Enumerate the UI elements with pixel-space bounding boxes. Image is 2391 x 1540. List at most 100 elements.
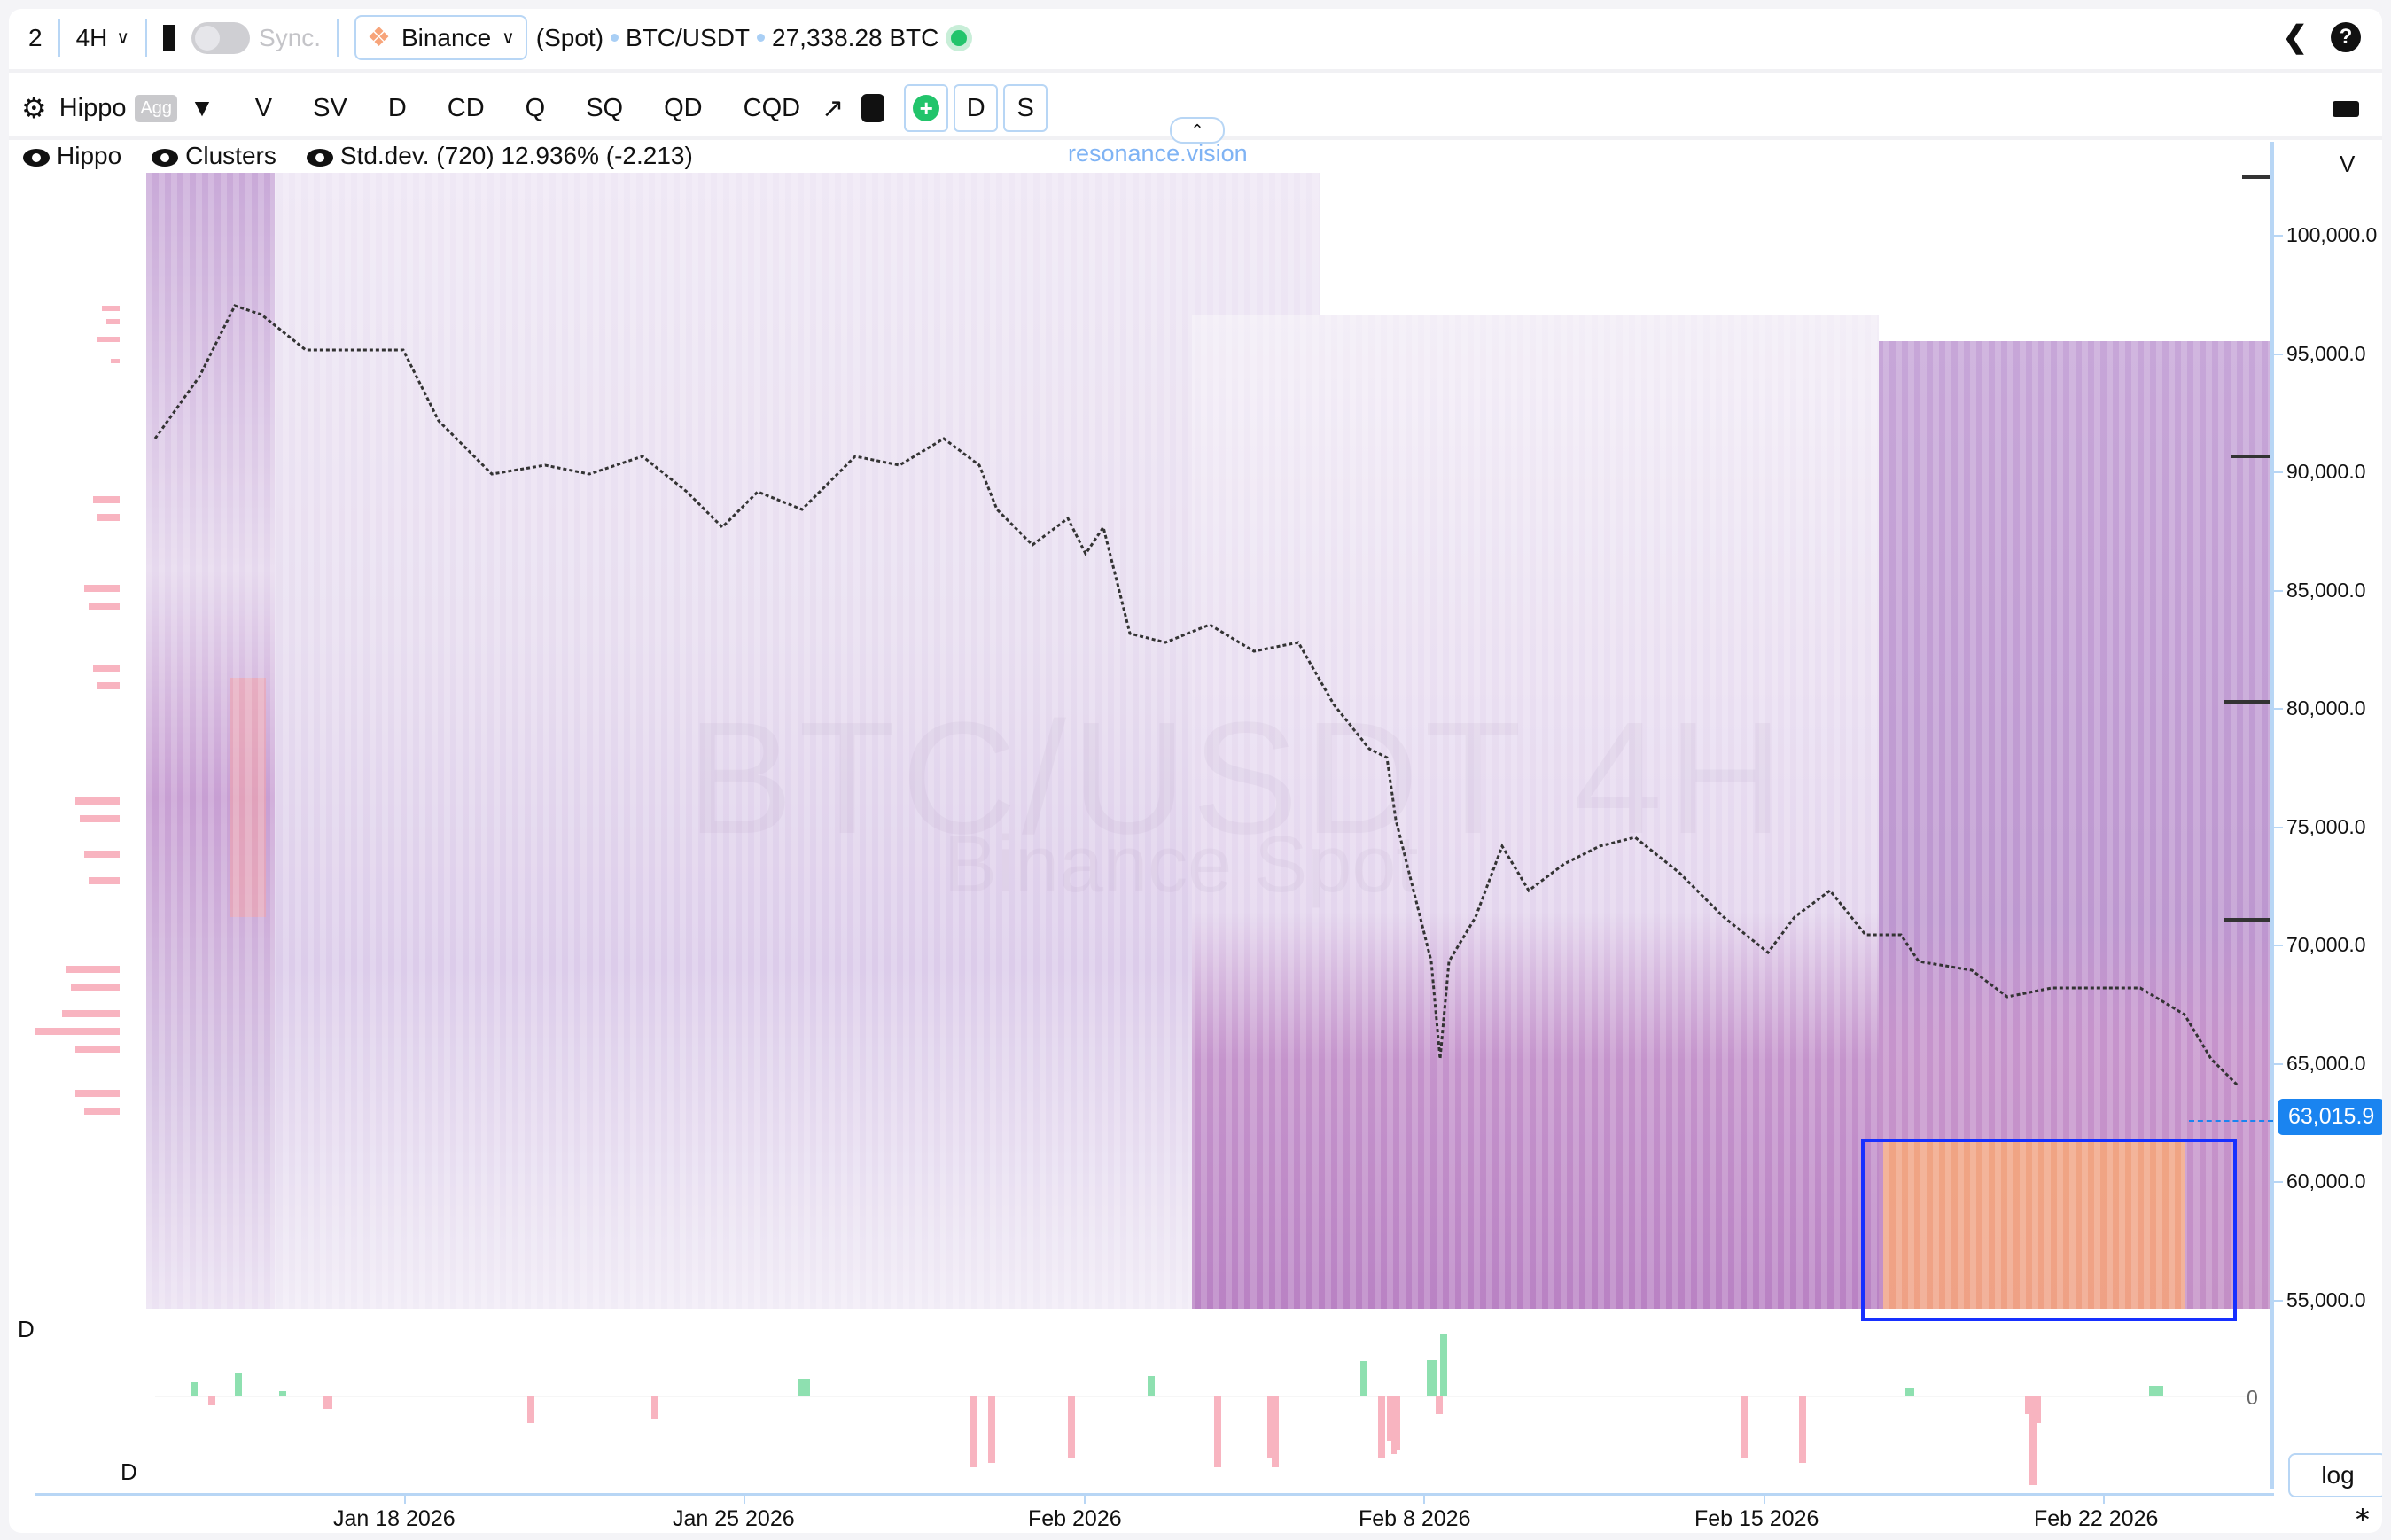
price-axis-header: V — [2340, 151, 2356, 177]
price-label: 80,000.0 — [2286, 696, 2366, 719]
tool-v[interactable]: V — [254, 93, 273, 122]
toggle-s-button[interactable]: S — [1003, 84, 1048, 132]
resize-handle-icon[interactable]: ∗ — [2353, 1503, 2372, 1527]
exchange-select[interactable]: ❖ Binance ∨ — [354, 15, 527, 60]
tool-cqd[interactable]: CQD — [743, 93, 801, 122]
indicator-name[interactable]: Hippo — [58, 93, 127, 122]
tick — [2274, 1063, 2283, 1065]
help-icon[interactable]: ? — [2331, 22, 2361, 52]
level-marker — [2224, 700, 2270, 704]
pair-name: BTC/USDT — [626, 23, 751, 51]
live-status-icon — [946, 24, 973, 51]
eye-icon[interactable] — [23, 148, 50, 167]
list-icon[interactable] — [861, 94, 885, 122]
layout-count[interactable]: 2 — [28, 23, 43, 51]
tick — [404, 1493, 406, 1504]
tool-sv[interactable]: SV — [313, 93, 347, 122]
tick — [2274, 235, 2283, 237]
tool-qd[interactable]: QD — [664, 93, 703, 122]
heatmap-canvas — [146, 173, 2270, 1309]
tick — [1084, 1493, 1086, 1504]
legend-stddev[interactable]: Std.dev. (720) 12.936% (-2.213) — [306, 142, 693, 170]
tick — [2274, 945, 2283, 946]
highlight-box — [1861, 1139, 2237, 1321]
price-label: 55,000.0 — [2286, 1288, 2366, 1311]
price-label: 100,000.0 — [2286, 223, 2378, 246]
layout-icon[interactable] — [163, 24, 176, 51]
delta-zero-label: 0 — [2247, 1386, 2258, 1409]
tick — [2274, 1300, 2283, 1302]
date-label: Feb 8 2026 — [1359, 1506, 1471, 1531]
tick — [1423, 1493, 1425, 1504]
exchange-name: Binance — [401, 23, 492, 51]
chevron-down-icon: ∨ — [116, 28, 130, 48]
time-axis[interactable] — [35, 1493, 2274, 1496]
level-marker — [2231, 455, 2270, 458]
brand-link[interactable]: resonance.vision — [1068, 140, 1248, 167]
divider — [58, 19, 60, 57]
legend-clusters[interactable]: Clusters — [152, 142, 276, 170]
ruler-icon[interactable] — [2333, 101, 2359, 117]
sync-label: Sync. — [259, 23, 322, 51]
sync-toggle[interactable] — [191, 21, 251, 54]
line-chart-icon[interactable]: ↗ — [822, 93, 845, 123]
tick — [2274, 354, 2283, 355]
date-label: Feb 2026 — [1028, 1506, 1122, 1531]
price-label: 65,000.0 — [2286, 1052, 2366, 1075]
tick — [2274, 590, 2283, 592]
tick — [2274, 708, 2283, 710]
separator-dot — [757, 34, 766, 42]
tool-q[interactable]: Q — [525, 93, 546, 122]
tick — [2274, 827, 2283, 828]
log-scale-button[interactable]: log — [2288, 1453, 2382, 1497]
legend-label: Hippo — [57, 142, 122, 169]
agg-badge[interactable]: Agg — [135, 94, 178, 122]
tool-sq[interactable]: SQ — [586, 93, 624, 122]
tool-cd[interactable]: CD — [447, 93, 485, 122]
add-indicator-button[interactable]: + — [904, 84, 949, 132]
toggle-d-button[interactable]: D — [954, 84, 999, 132]
volume-value: 27,338.28 BTC — [772, 23, 939, 51]
filter-icon[interactable]: ▼ — [190, 94, 214, 121]
date-label: Feb 15 2026 — [1694, 1506, 1819, 1531]
level-marker — [2224, 918, 2270, 922]
price-label: 60,000.0 — [2286, 1170, 2366, 1193]
indicator-toolbar: ⚙ Hippo Agg ▼ V SV D CD Q SQ QD CQD ↗ + … — [21, 80, 1053, 136]
current-price-line — [2189, 1120, 2273, 1122]
collapse-toolbar-button[interactable]: ⌃ — [1170, 117, 1225, 144]
divider — [337, 19, 339, 57]
current-price-label: 63,015.9 — [2278, 1099, 2382, 1135]
legend-label: Std.dev. (720) 12.936% (-2.213) — [339, 142, 693, 169]
date-label: Jan 25 2026 — [673, 1506, 795, 1531]
price-label: 85,000.0 — [2286, 579, 2366, 602]
gear-icon[interactable]: ⚙ — [21, 92, 47, 124]
tool-d[interactable]: D — [387, 93, 407, 122]
watermark-exchange: Binance Spot — [944, 821, 1419, 909]
price-label: 90,000.0 — [2286, 460, 2366, 483]
legend-label: Clusters — [185, 142, 276, 169]
share-icon[interactable]: ❮ — [2282, 20, 2309, 54]
date-label: Jan 18 2026 — [333, 1506, 456, 1531]
price-label: 95,000.0 — [2286, 342, 2366, 365]
chevron-down-icon: ∨ — [502, 28, 515, 48]
chart-window: 2 4H ∨ Sync. ❖ Binance ∨ (Spot) BTC/USDT… — [9, 9, 2382, 1533]
volume-profile — [35, 306, 120, 1115]
separator-dot — [611, 34, 619, 42]
date-label: Feb 22 2026 — [2034, 1506, 2159, 1531]
indicator-legend: Hippo Clusters Std.dev. (720) 12.936% (-… — [23, 142, 693, 170]
tick — [2274, 1181, 2283, 1183]
market-type: (Spot) — [535, 23, 604, 51]
tick — [744, 1493, 745, 1504]
timeframe-value: 4H — [75, 23, 108, 51]
legend-hippo[interactable]: Hippo — [23, 142, 121, 170]
delta-panel-label-2: D — [121, 1458, 137, 1485]
timeframe-select[interactable]: 4H ∨ — [76, 24, 129, 52]
heatmap-plot[interactable]: BTC/USDT 4H Binance Spot — [146, 173, 2270, 1309]
tick — [2103, 1493, 2105, 1504]
price-axis-line[interactable] — [2270, 142, 2274, 1489]
tick — [1764, 1493, 1765, 1504]
top-right-actions: ❮ ? — [2282, 19, 2361, 55]
binance-logo-icon: ❖ — [367, 23, 391, 52]
eye-icon[interactable] — [306, 148, 333, 167]
eye-icon[interactable] — [152, 148, 179, 167]
